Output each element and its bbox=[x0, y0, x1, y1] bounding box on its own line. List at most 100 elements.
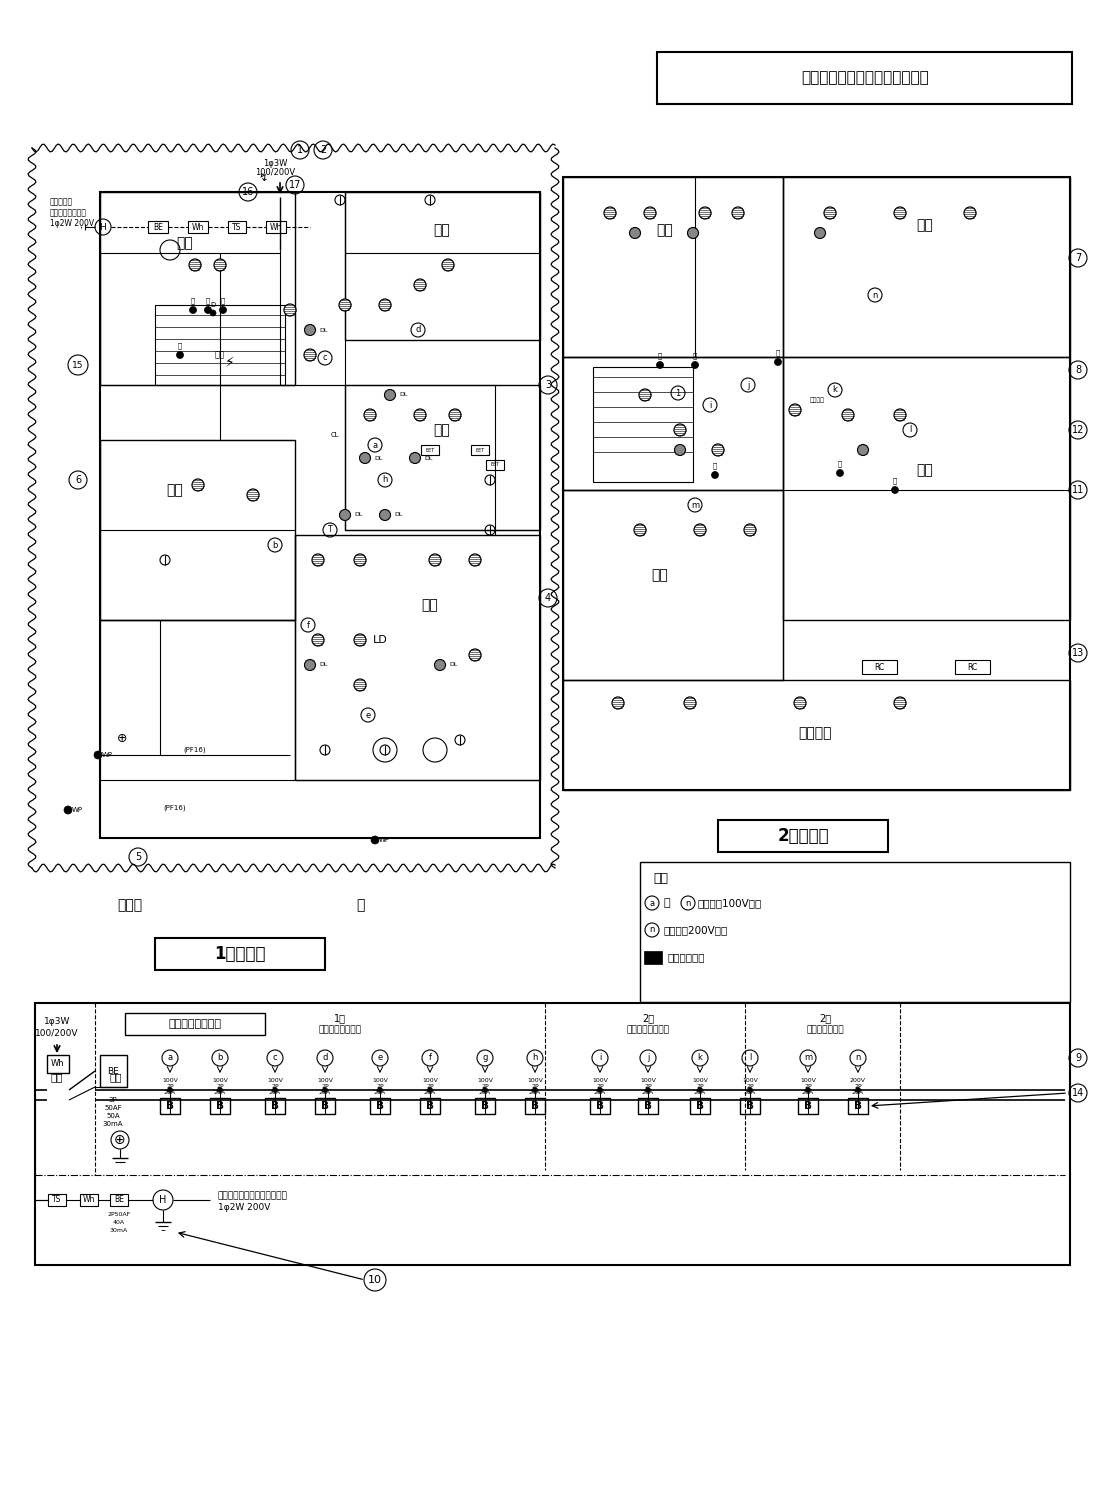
Circle shape bbox=[354, 633, 366, 645]
Text: DL: DL bbox=[424, 455, 432, 460]
Text: 1: 1 bbox=[296, 145, 303, 155]
Circle shape bbox=[857, 445, 868, 455]
Text: 2P: 2P bbox=[376, 1084, 384, 1089]
Text: 6: 6 bbox=[75, 475, 81, 486]
Circle shape bbox=[377, 1087, 383, 1092]
Text: 20A: 20A bbox=[164, 1090, 176, 1095]
Text: 1階平面図: 1階平面図 bbox=[215, 946, 265, 964]
Circle shape bbox=[247, 489, 259, 501]
Bar bbox=[848, 1098, 868, 1114]
Text: 20A: 20A bbox=[319, 1090, 331, 1095]
Text: 13: 13 bbox=[1072, 648, 1084, 657]
Text: ス: ス bbox=[658, 353, 662, 359]
Text: 20A: 20A bbox=[529, 1090, 541, 1095]
Bar bbox=[799, 1098, 818, 1114]
Text: 7: 7 bbox=[1075, 253, 1082, 262]
Text: WP: WP bbox=[378, 837, 389, 843]
Bar bbox=[265, 1098, 285, 1114]
Text: 20A: 20A bbox=[479, 1090, 491, 1095]
Text: 2階: 2階 bbox=[818, 1013, 831, 1022]
Text: DL: DL bbox=[319, 662, 327, 668]
Circle shape bbox=[711, 472, 719, 478]
Bar bbox=[100, 192, 295, 385]
Circle shape bbox=[469, 553, 481, 566]
Text: l: l bbox=[909, 425, 911, 434]
Text: b: b bbox=[272, 540, 278, 549]
Text: セ: セ bbox=[692, 353, 697, 359]
Text: 8: 8 bbox=[1075, 365, 1081, 375]
Text: n: n bbox=[855, 1054, 860, 1063]
Circle shape bbox=[469, 648, 481, 661]
Bar bbox=[657, 51, 1072, 104]
Text: DL: DL bbox=[354, 513, 363, 517]
Text: 電灯分電盤結線図: 電灯分電盤結線図 bbox=[168, 1019, 221, 1028]
Text: LD: LD bbox=[373, 635, 387, 645]
Text: 16: 16 bbox=[242, 187, 254, 198]
Text: 100V: 100V bbox=[640, 1078, 656, 1083]
Circle shape bbox=[842, 409, 854, 421]
Text: 12: 12 bbox=[1072, 425, 1084, 434]
Circle shape bbox=[428, 1087, 432, 1092]
Text: BE: BE bbox=[107, 1066, 118, 1075]
Text: 50AF: 50AF bbox=[104, 1105, 122, 1111]
Text: 20A: 20A bbox=[693, 1090, 706, 1095]
Text: 2階: 2階 bbox=[641, 1013, 654, 1022]
Text: RC: RC bbox=[874, 662, 884, 671]
Text: n: n bbox=[873, 291, 878, 300]
Text: 100V: 100V bbox=[477, 1078, 493, 1083]
Text: m: m bbox=[804, 1054, 812, 1063]
Bar bbox=[35, 1003, 1070, 1265]
Bar bbox=[954, 661, 990, 674]
Circle shape bbox=[414, 409, 426, 421]
Text: EET: EET bbox=[476, 448, 484, 452]
Circle shape bbox=[646, 1087, 650, 1092]
Bar bbox=[267, 222, 286, 234]
Circle shape bbox=[794, 697, 806, 709]
Text: CL: CL bbox=[331, 431, 340, 437]
Bar bbox=[228, 222, 246, 234]
Text: H: H bbox=[159, 1194, 167, 1205]
Circle shape bbox=[836, 469, 844, 477]
Circle shape bbox=[210, 311, 216, 317]
Text: 2P: 2P bbox=[166, 1084, 174, 1089]
Text: 2P50AF: 2P50AF bbox=[107, 1211, 131, 1217]
Text: 洋室: 洋室 bbox=[651, 569, 668, 582]
Bar bbox=[474, 1098, 495, 1114]
Text: 2P: 2P bbox=[321, 1084, 328, 1089]
Text: 11: 11 bbox=[1072, 486, 1084, 495]
Bar bbox=[589, 1098, 611, 1114]
Text: e: e bbox=[377, 1054, 383, 1063]
Text: （深夜電力利用）: （深夜電力利用） bbox=[50, 208, 87, 217]
Bar bbox=[371, 1098, 390, 1114]
Text: 3P: 3P bbox=[108, 1096, 117, 1102]
Text: f: f bbox=[428, 1054, 431, 1063]
Text: B: B bbox=[271, 1101, 279, 1111]
Text: n: n bbox=[649, 926, 655, 935]
Bar bbox=[640, 863, 1070, 1001]
Text: 和室: 和室 bbox=[167, 483, 184, 498]
Text: 100V: 100V bbox=[372, 1078, 388, 1083]
Circle shape bbox=[699, 207, 711, 219]
Bar bbox=[420, 1098, 440, 1114]
Text: 屋外: 屋外 bbox=[51, 1072, 63, 1083]
Text: ソ: ソ bbox=[776, 350, 780, 356]
Text: は電灯分電盤: は電灯分電盤 bbox=[668, 952, 706, 962]
Bar bbox=[740, 1098, 760, 1114]
Bar bbox=[109, 1194, 128, 1206]
Bar bbox=[46, 1056, 69, 1074]
Text: 100V: 100V bbox=[692, 1078, 708, 1083]
Text: DL: DL bbox=[399, 392, 407, 398]
Circle shape bbox=[789, 404, 801, 416]
Circle shape bbox=[385, 389, 396, 401]
Bar bbox=[295, 535, 540, 780]
Text: 2P: 2P bbox=[481, 1084, 489, 1089]
Circle shape bbox=[64, 805, 72, 814]
Bar bbox=[125, 1013, 265, 1034]
Bar bbox=[563, 176, 783, 357]
Text: 庭: 庭 bbox=[356, 897, 364, 912]
Text: 2P: 2P bbox=[696, 1084, 703, 1089]
Circle shape bbox=[379, 299, 392, 311]
Text: 20A: 20A bbox=[802, 1090, 814, 1095]
Bar bbox=[783, 357, 1070, 620]
Bar bbox=[690, 1098, 710, 1114]
